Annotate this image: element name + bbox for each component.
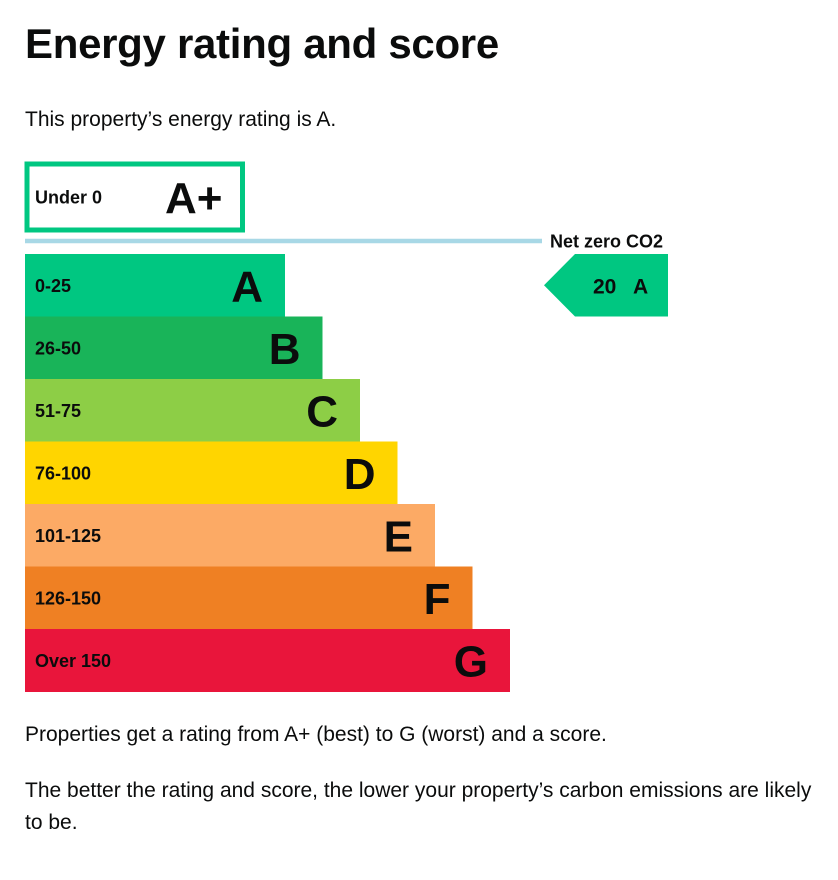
rating-bands: Under 0 A+ 0-25 A 26-50 B 51-75 C 76-100 D 101-125… (24, 161, 510, 692)
band-letter-a: A (231, 262, 263, 311)
band-letter-d: D (344, 450, 376, 499)
current-rating-indicator: 20 A (544, 254, 668, 317)
band-range-76-100: 76-100 (35, 463, 91, 483)
band-range-26-50: 26-50 (35, 338, 81, 358)
current-letter: A (633, 275, 648, 298)
band-range-51-75: 51-75 (35, 401, 81, 421)
band-range-under-0: Under 0 (35, 188, 102, 208)
band-letter-g: G (454, 637, 488, 686)
band-bar-f (25, 566, 473, 630)
band-bar-b (25, 316, 323, 380)
net-zero-label: Net zero CO2 (550, 232, 663, 252)
band-letter-b: B (269, 325, 301, 374)
current-rating-arrow (544, 254, 668, 317)
band-letter-a-plus: A+ (165, 174, 222, 223)
band-range-0-25: 0-25 (35, 276, 71, 296)
band-bar-d (25, 441, 398, 505)
energy-rating-chart: Under 0 A+ 0-25 A 26-50 B 51-75 C 76-100 D 101-125… (24, 161, 668, 692)
rating-summary: This property’s energy rating is A. (25, 108, 337, 131)
band-letter-c: C (306, 387, 338, 436)
band-letter-f: F (424, 575, 451, 624)
band-bar-c (25, 379, 360, 442)
page-title: Energy rating and score (25, 20, 499, 67)
band-bar-a (25, 254, 285, 317)
band-bar-g (25, 629, 510, 692)
band-range-126-150: 126-150 (35, 588, 101, 608)
band-bar-a-plus (24, 161, 245, 233)
band-bar-e (25, 504, 435, 567)
rating-explanation: Properties get a rating from A+ (best) t… (25, 723, 607, 746)
net-zero-marker: Net zero CO2 (25, 232, 663, 252)
band-range-over-150: Over 150 (35, 651, 111, 671)
band-range-101-125: 101-125 (35, 526, 101, 546)
emissions-explanation: The better the rating and score, the low… (25, 779, 812, 834)
band-letter-e: E (384, 512, 413, 561)
current-score: 20 (593, 275, 616, 298)
